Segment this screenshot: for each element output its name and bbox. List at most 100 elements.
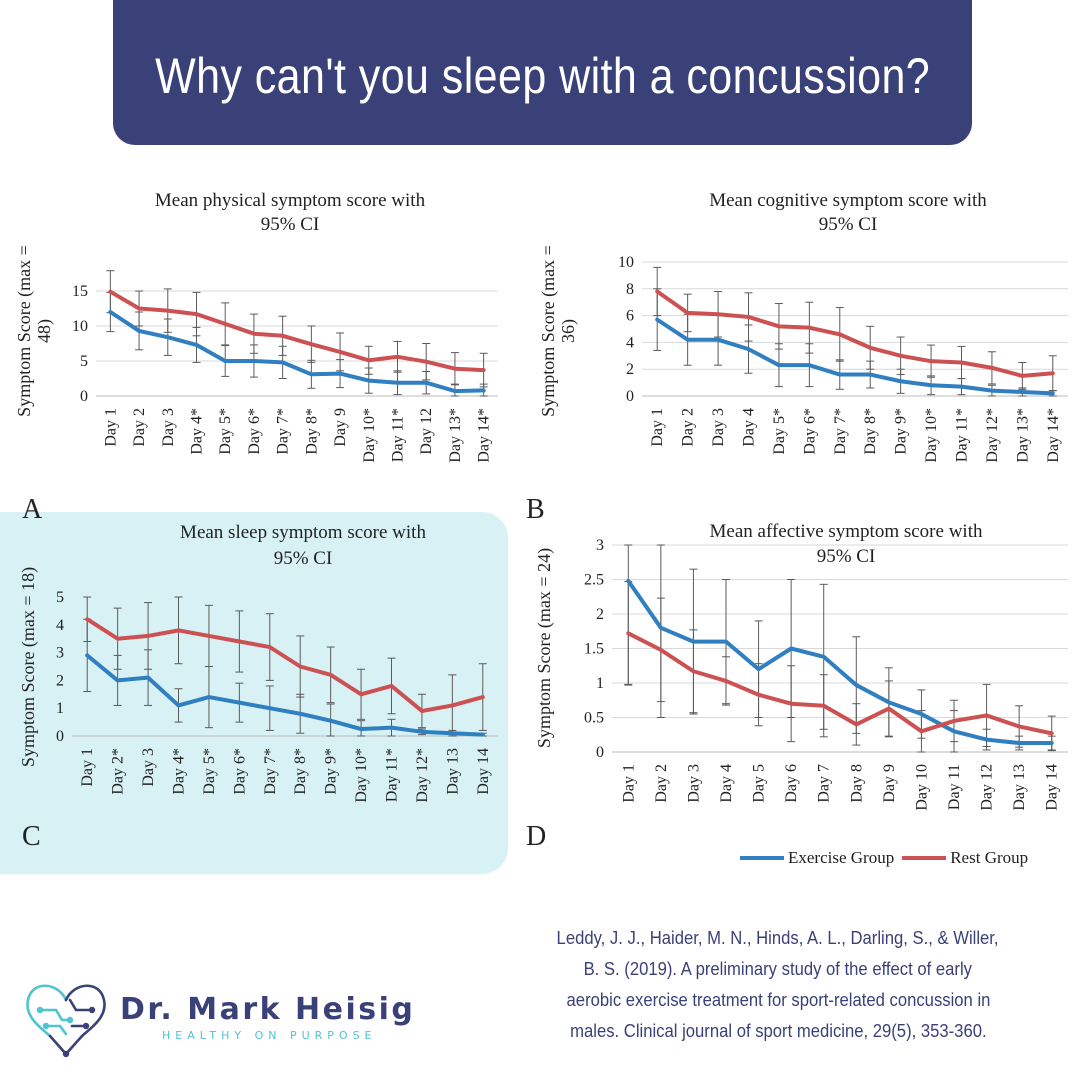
y-tick-label: 0 — [626, 388, 634, 405]
y-tick-label: 10 — [72, 318, 88, 335]
page-title: Why can't you sleep with a concussion? — [154, 47, 931, 104]
legend-exercise-label: Exercise Group — [788, 848, 895, 867]
legend: Exercise Group Rest Group — [740, 848, 1028, 868]
y-axis-label-line: 36) — [558, 319, 579, 343]
x-tick-label: Day 8* — [862, 408, 879, 455]
rest-data-point — [691, 669, 696, 673]
x-tick-label: Day 12 — [979, 764, 996, 811]
rest-data-point — [887, 706, 891, 711]
x-tick-label: Day 6* — [246, 408, 263, 455]
legend-exercise-swatch — [740, 856, 784, 860]
y-tick-label: 4 — [56, 617, 64, 634]
y-axis-label-line: 48) — [34, 319, 55, 343]
exercise-data-point — [659, 626, 663, 630]
y-tick-label: 3 — [56, 645, 64, 662]
x-tick-label: Day 3 — [685, 764, 702, 803]
x-tick-label: Day 3 — [140, 748, 157, 787]
x-tick-label: Day 13* — [447, 408, 464, 463]
rest-data-point — [359, 692, 363, 696]
rest-data-point — [420, 709, 424, 713]
exercise-data-point — [395, 381, 400, 385]
rest-data-point — [85, 617, 89, 621]
exercise-data-point — [655, 318, 659, 322]
x-tick-label: Day 1 — [79, 748, 96, 787]
x-tick-label: Day 11 — [946, 764, 963, 810]
sleep-chart-highlight — [0, 512, 508, 874]
x-tick-label: Day 10* — [353, 748, 370, 803]
rest-data-point — [108, 290, 112, 294]
legend-exercise: Exercise Group — [740, 848, 894, 868]
exercise-data-point — [959, 385, 964, 389]
exercise-data-point — [85, 653, 89, 657]
rest-data-point — [724, 679, 728, 683]
x-tick-label: Day 12* — [984, 408, 1001, 463]
x-tick-label: Day 4 — [718, 764, 735, 803]
rest-data-point — [116, 637, 120, 641]
chart-title: Mean physical symptom score with — [155, 190, 426, 211]
exercise-data-point — [1017, 741, 1021, 745]
logo-tagline: HEALTHY ON PURPOSE — [162, 1029, 377, 1042]
y-axis-label: Symptom Score (max =36) — [538, 245, 579, 417]
citation-line: males. Clinical journal of sport medicin… — [569, 1020, 987, 1041]
rest-data-point — [952, 719, 956, 723]
legend-rest-swatch — [902, 856, 947, 860]
exercise-data-point — [686, 338, 690, 342]
y-axis-label: Symptom Score (max = 18) — [18, 567, 39, 767]
x-tick-label: Day 4* — [189, 408, 206, 455]
rest-data-point — [959, 360, 964, 365]
rest-data-point — [659, 648, 663, 652]
x-tick-label: Day 10* — [361, 408, 378, 463]
exercise-data-point — [990, 389, 994, 393]
exercise-data-point — [1051, 391, 1055, 395]
exercise-data-point — [338, 372, 342, 376]
exercise-data-point — [237, 701, 241, 705]
rest-data-point — [1017, 724, 1021, 729]
panel-letter: C — [22, 821, 41, 852]
x-tick-label: Day 14 — [1044, 764, 1061, 811]
x-tick-label: Day 2 — [680, 408, 697, 447]
y-tick-label: 5 — [56, 589, 64, 606]
exercise-series-line — [655, 317, 1055, 396]
rest-data-point — [1050, 731, 1054, 735]
rest-data-point — [822, 704, 826, 708]
x-tick-label: Day 5 — [751, 764, 768, 803]
exercise-data-point — [838, 372, 842, 377]
rest-data-point — [194, 312, 199, 316]
chart-title: Mean cognitive symptom score with — [709, 190, 987, 211]
x-tick-label: Day 6* — [801, 408, 818, 455]
x-tick-label: Day 9 — [332, 408, 349, 447]
y-tick-label: 1.5 — [584, 641, 604, 658]
exercise-data-point — [329, 719, 333, 723]
y-tick-label: 1 — [56, 700, 64, 717]
exercise-data-point — [481, 733, 485, 737]
exercise-data-point — [868, 372, 872, 377]
legend-rest: Rest Group — [902, 848, 1028, 868]
exercise-data-point — [207, 695, 211, 699]
exercise-data-point — [367, 379, 371, 383]
exercise-data-point — [359, 727, 363, 731]
x-tick-label: Day 8* — [292, 748, 309, 795]
exercise-data-point — [822, 655, 826, 659]
x-tick-label: Day 9* — [893, 408, 910, 455]
y-tick-label: 2.5 — [584, 572, 604, 589]
rest-data-point — [176, 628, 181, 632]
rest-data-point — [626, 631, 630, 635]
exercise-data-point — [450, 731, 454, 735]
exercise-data-point — [789, 646, 793, 651]
x-tick-label: Day 6* — [231, 748, 248, 795]
chart-title: 95% CI — [819, 214, 878, 235]
exercise-data-point — [724, 640, 728, 644]
x-tick-label: Day 10 — [913, 764, 930, 811]
chart-sleep: Mean sleep symptom score with 95% CI 0 1 2 3 4… — [18, 522, 498, 852]
x-tick-label: Day 5* — [771, 408, 788, 455]
x-tick-label: Day 7 — [816, 764, 833, 803]
rest-data-point — [746, 315, 751, 319]
exercise-data-point — [420, 730, 424, 734]
chart-affective: Mean affective symptom score with 95% CI 0… — [526, 521, 1068, 852]
panel-letter: B — [526, 494, 545, 525]
x-tick-label: Day 12 — [418, 408, 435, 455]
y-tick-label: 0 — [80, 388, 88, 405]
x-tick-label: Day 14 — [475, 748, 492, 795]
rest-data-point — [389, 684, 394, 688]
y-tick-label: 8 — [626, 281, 634, 298]
